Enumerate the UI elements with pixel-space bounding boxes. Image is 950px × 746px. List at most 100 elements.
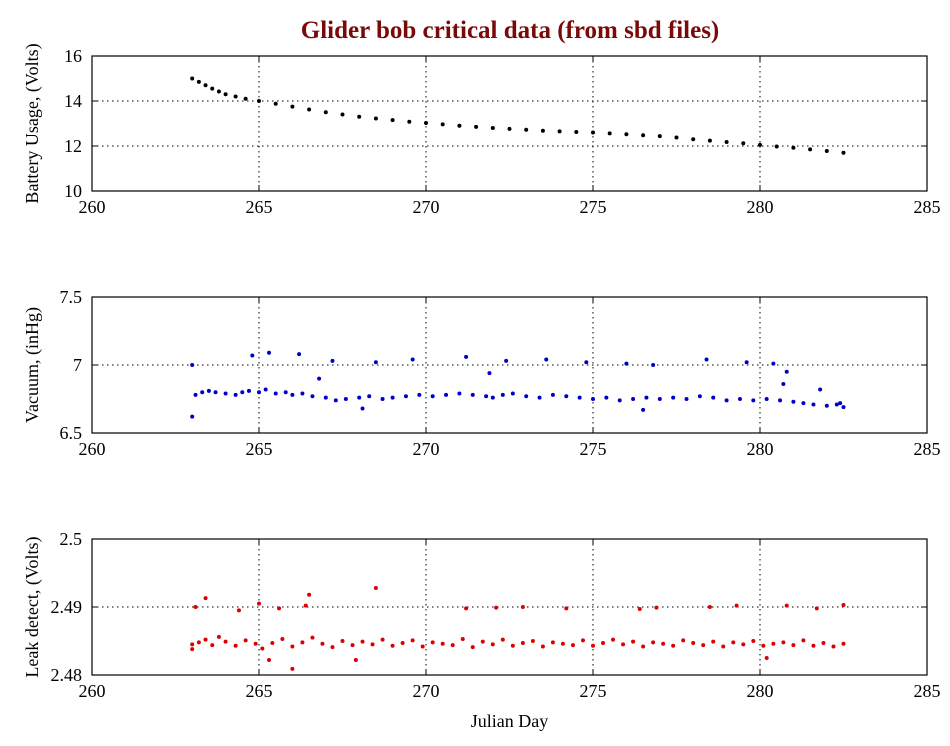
leak-series [190,585,846,671]
leak-point [741,642,746,647]
leak-point [637,607,642,612]
vacuum-point [537,395,542,400]
vacuum-y-tick-label: 6.5 [60,423,83,443]
leak-point [307,592,312,597]
leak-point [560,641,565,646]
leak-point [494,605,499,610]
leak-point [784,603,789,608]
leak-point [270,641,275,646]
leak-point [841,641,846,646]
leak-y-tick-label: 2.5 [60,529,83,549]
leak-point [190,642,195,647]
vacuum-point [273,391,278,396]
leak-point [223,639,228,644]
leak-point [350,643,355,648]
leak-x-tick-label: 285 [914,681,941,701]
leak-point [373,585,378,590]
vacuum-x-tick-label: 270 [413,439,440,459]
leak-point [564,606,569,611]
leak-x-tick-label: 265 [246,681,273,701]
vacuum-x-tick-label: 275 [580,439,607,459]
vacuum-x-tick-label: 285 [914,439,941,459]
leak-y-axis-label: Leak detect, (Volts) [22,536,43,677]
vacuum-point [333,398,338,403]
leak-point [811,643,816,648]
vacuum-point [290,392,295,397]
battery-y-tick-label: 14 [64,91,82,111]
leak-point [510,643,515,648]
vacuum-point [617,398,622,403]
battery-point [691,137,696,142]
leak-point [353,658,358,663]
vacuum-point [711,395,716,400]
leak-point [580,638,585,643]
battery-point [574,130,579,135]
battery-point [457,123,462,128]
leak-point [303,603,308,608]
leak-point [671,643,676,648]
battery-point [233,94,238,99]
battery-point [540,128,545,133]
battery-panel: 260 265 270 275 280 285 10 12 14 16 Battery Usage,… [22,43,941,217]
battery-point [243,96,248,101]
leak-point [300,640,305,645]
leak-x-tick-label: 270 [413,681,440,701]
battery-point [373,116,378,121]
battery-point [607,131,612,136]
leak-point [480,639,485,644]
leak-point [781,640,786,645]
vacuum-point [373,360,378,365]
battery-point [707,138,712,143]
vacuum-point [550,392,555,397]
vacuum-x-tick-label: 260 [79,439,106,459]
vacuum-point [263,387,268,392]
leak-point [641,644,646,649]
leak-point [370,642,375,647]
leak-point [550,640,555,645]
vacuum-point [697,394,702,399]
leak-point [253,641,258,646]
vacuum-series [190,350,846,419]
battery-point [808,147,813,152]
vacuum-point [838,401,843,406]
vacuum-point [250,353,255,358]
leak-point [520,605,525,609]
vacuum-point [584,360,589,365]
vacuum-point [343,397,348,401]
leak-x-tick-label: 260 [79,681,106,701]
vacuum-point [357,395,362,400]
leak-point [210,643,215,648]
leak-point [841,602,846,607]
leak-point [340,639,345,643]
vacuum-point [300,391,305,396]
leak-point [791,643,796,648]
leak-point [621,642,626,647]
battery-point [657,134,662,139]
leak-point [290,666,295,671]
vacuum-point [380,397,385,401]
battery-y-tick-label: 16 [64,46,82,66]
vacuum-point [470,392,475,397]
battery-point [424,121,428,126]
leak-point [654,605,659,610]
battery-point [674,135,679,140]
vacuum-point [323,395,328,400]
vacuum-point [417,392,422,397]
vacuum-point [577,395,582,400]
vacuum-point [657,397,662,401]
battery-point [223,92,228,97]
vacuum-point [641,407,646,412]
vacuum-point [834,402,839,407]
leak-point [193,605,198,609]
leak-point [801,638,806,643]
leak-point [190,647,195,652]
leak-point [591,643,595,648]
vacuum-point [193,392,198,397]
vacuum-point [490,395,495,400]
leak-point [233,643,238,648]
battery-point [390,118,395,123]
leak-point [701,643,706,648]
leak-point [814,606,819,611]
vacuum-point [524,394,529,399]
